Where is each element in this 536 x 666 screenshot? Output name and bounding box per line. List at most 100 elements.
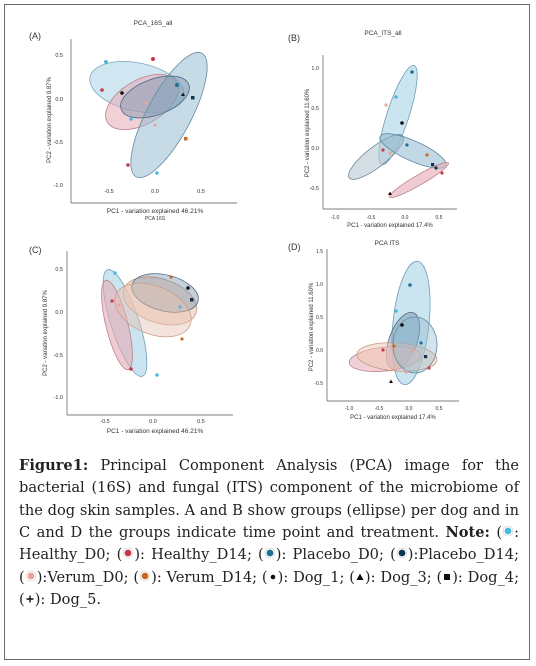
panel-b-point	[394, 95, 398, 99]
panel-b-ylabel: PC2 - variation explained 11.60%	[305, 88, 311, 177]
panel-d-title: PCA ITS	[375, 240, 401, 247]
panel-a-point	[151, 57, 155, 61]
panel-d-ellipse	[356, 342, 438, 372]
legend-item: : Dog_3;	[370, 568, 437, 586]
panel-a-xtick: -0.5	[104, 189, 113, 195]
panel-a-point	[175, 83, 179, 87]
panel-b: (B) PCA_ITS_all 1.0 0.5 0.0 -0.5 -1.0 -0…	[288, 30, 457, 229]
panel-d-point	[381, 348, 385, 352]
panel-a-point	[104, 60, 108, 64]
panel-a-ellipse	[120, 75, 190, 119]
panel-a-point	[129, 117, 133, 121]
panel-b-xtick: 0.0	[402, 215, 409, 221]
panel-b-point	[431, 163, 435, 167]
panel-d-point	[411, 348, 415, 352]
panel-b-point	[410, 70, 414, 74]
pca-figure-svg: (A) PCA_16S_all 0.5 0.0 -0.5 -1.0 -0.5 0…	[29, 20, 459, 435]
panel-a-point	[191, 96, 195, 100]
panel-d-xtick: -0.5	[375, 406, 384, 412]
legend-item: : Dog_5.	[40, 591, 102, 609]
legend-placebo-d14-icon	[396, 544, 408, 566]
panel-a-letter: (A)	[29, 31, 41, 41]
panel-d-point	[424, 355, 428, 359]
panel-b-point	[388, 191, 392, 195]
panel-b-point	[381, 148, 385, 152]
panel-a-xtick: 0.0	[151, 189, 159, 195]
panel-c-ytick: -0.5	[54, 353, 63, 359]
panel-c: (C) 0.5 0.0 -0.5 -1.0 -0.5 0.0 0.5 PC1 -…	[29, 245, 233, 435]
panel-a-ytick: -0.5	[54, 140, 63, 146]
caption-label: Figure1:	[19, 457, 89, 474]
panel-d-ylabel: PC2 - variation explained 11.60%	[309, 282, 315, 371]
pca-panels: (A) PCA_16S_all 0.5 0.0 -0.5 -1.0 -0.5 0…	[5, 5, 531, 445]
caption-body: Principal Component Analysis (PCA) image…	[19, 457, 519, 542]
panel-b-xtick: 0.5	[436, 215, 443, 221]
panel-b-point	[434, 166, 438, 170]
panel-b-point	[440, 171, 444, 175]
panel-b-ytick: -0.5	[310, 186, 319, 192]
panel-c-point	[117, 303, 121, 307]
panel-d-ytick: 0.0	[316, 348, 323, 354]
panel-b-point	[405, 143, 409, 147]
panel-a-ytick: 0.5	[55, 53, 63, 59]
panel-b-xlabel: PC1 - variation explained 17.4%	[347, 223, 433, 229]
panel-c-point	[169, 275, 173, 279]
panel-d-ytick: 1.5	[316, 249, 323, 255]
panel-c-ellipse	[122, 276, 198, 326]
panel-d-xtick: 0.0	[406, 406, 413, 412]
panel-d-point	[389, 379, 393, 383]
panel-c-ylabel: PC2 - variation explained 9.87%	[43, 289, 49, 375]
panel-a-xlabel-sub: PCA 16S	[145, 216, 166, 222]
panel-a-title: PCA_16S_all	[134, 20, 173, 27]
legend-verum-d14-icon	[139, 567, 151, 589]
panel-a-point	[153, 123, 157, 127]
panel-c-xtick: -0.5	[100, 419, 109, 425]
caption-note-label: Note:	[445, 524, 490, 542]
panel-c-ellipse	[131, 273, 199, 313]
panel-a-point	[144, 101, 148, 105]
panel-c-point	[129, 367, 133, 371]
figure-caption: Figure1: Principal Component Analysis (P…	[19, 455, 519, 612]
panel-d-letter: (D)	[288, 242, 301, 252]
panel-d-ytick: 1.0	[316, 282, 323, 288]
panel-d: (D) PCA ITS 1.5 1.0 0.5 0.0 -0.5 -1.0 -0…	[288, 240, 459, 421]
legend-healthy-d0-icon	[502, 522, 514, 544]
panel-c-xtick: 0.5	[197, 419, 205, 425]
panel-c-point	[146, 275, 150, 279]
panel-a-point	[100, 88, 104, 92]
panel-d-xtick: 0.5	[436, 406, 443, 412]
panel-c-ytick: -1.0	[54, 395, 63, 401]
legend-item: : Healthy_D14;	[140, 546, 259, 564]
panel-c-ytick: 0.5	[55, 267, 63, 273]
panel-d-point	[394, 309, 398, 313]
panel-b-point	[388, 151, 392, 155]
legend-placebo-d0-icon	[264, 544, 276, 566]
legend-item: : Dog_4;	[457, 568, 519, 586]
legend-dog5-plus-icon	[25, 589, 35, 611]
panel-d-xlabel: PC1 - variation explained 17.4%	[350, 415, 436, 421]
panel-b-ytick: 0.0	[311, 146, 319, 152]
panel-c-point	[190, 298, 194, 302]
panel-a-point	[120, 91, 124, 95]
panel-c-xtick: 0.0	[149, 419, 157, 425]
panel-b-point	[425, 153, 429, 157]
panel-a-point	[126, 163, 130, 167]
panel-a-ytick: -1.0	[54, 183, 63, 189]
legend-item: :Verum_D0;	[42, 568, 134, 586]
legend-healthy-d14-icon	[122, 544, 134, 566]
legend-dog3-triangle-icon	[355, 567, 365, 589]
panel-b-point	[400, 121, 404, 125]
panel-b-ellipse	[389, 162, 449, 198]
panel-d-ytick: 0.5	[316, 315, 323, 321]
panel-c-point	[110, 299, 114, 303]
legend-dog1-dot-icon	[268, 567, 278, 589]
panel-b-ytick: 0.5	[311, 106, 319, 112]
legend-item: :Placebo_D14;	[413, 546, 519, 564]
legend-dog4-square-icon	[442, 567, 452, 589]
panel-c-point	[113, 271, 117, 275]
panel-c-point	[186, 286, 190, 290]
panel-b-point	[384, 103, 388, 107]
legend-verum-d0-icon	[25, 567, 37, 589]
legend-item: : Healthy_D0;	[19, 524, 520, 564]
panel-a-point	[155, 171, 159, 175]
